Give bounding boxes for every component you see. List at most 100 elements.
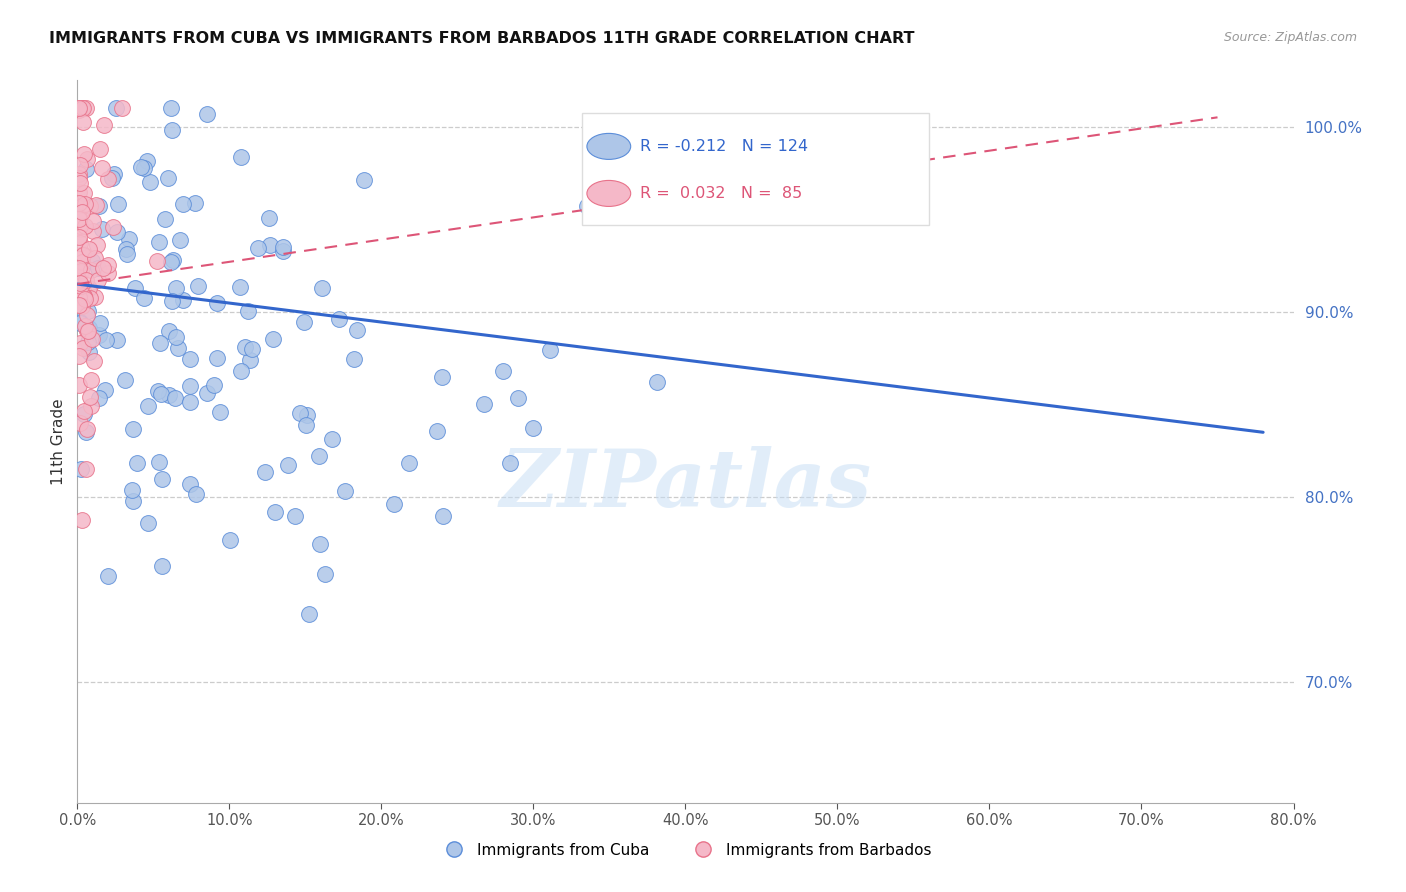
Point [89,317,111,331]
Point [69,315,91,329]
Circle shape [586,134,631,160]
Point [353,172,375,186]
Point [343,352,366,367]
Point [131,161,153,175]
Point [83,290,105,304]
Point [135,153,157,168]
Point [297,409,319,423]
Point [298,607,321,622]
Point [94,383,117,397]
Point [75,273,97,287]
Point [101,219,124,234]
Point [67,170,90,185]
Point [172,293,194,307]
Point [67,103,90,118]
Point [311,281,333,295]
Point [79,199,101,213]
Point [111,101,134,115]
Point [208,405,231,419]
Point [67,101,90,115]
Point [153,212,176,227]
Text: ZIPatlas: ZIPatlas [499,446,872,524]
Point [70,513,93,527]
Point [75,101,97,115]
Point [67,195,90,210]
Point [219,533,242,548]
Point [195,107,218,121]
Point [136,516,159,531]
Point [432,508,454,523]
Point [150,472,173,486]
Point [160,123,183,137]
Point [115,242,138,256]
Point [179,379,201,393]
Point [77,335,100,350]
Point [67,298,90,312]
Point [149,335,172,350]
Point [79,390,101,404]
Point [136,400,159,414]
Point [75,161,97,176]
Point [205,351,228,365]
Point [93,118,115,132]
Point [97,266,120,280]
Point [75,219,97,233]
Point [73,319,96,334]
Point [80,332,103,346]
Point [172,196,194,211]
Point [575,199,598,213]
Point [163,391,186,405]
Point [101,171,124,186]
Point [72,248,94,262]
Point [288,406,311,420]
Point [159,255,181,269]
Point [69,222,91,236]
Point [382,497,405,511]
Point [124,281,146,295]
Point [76,308,98,322]
Point [195,386,218,401]
Point [229,364,252,378]
Point [271,240,294,254]
Point [156,171,179,186]
Point [122,493,145,508]
Point [67,290,90,304]
Point [67,167,90,181]
Point [132,161,155,175]
Point [89,142,111,156]
Point [125,456,148,470]
Point [169,233,191,247]
Circle shape [586,180,631,206]
Point [162,252,184,267]
Point [492,364,515,378]
Point [114,372,136,386]
Point [150,559,173,574]
Point [73,293,96,307]
Point [94,333,117,347]
Point [73,290,96,304]
Point [187,279,209,293]
Point [69,277,91,291]
Point [87,391,110,405]
Point [72,407,94,421]
Point [262,332,284,346]
Point [292,314,315,328]
Point [104,101,127,115]
Point [69,236,91,251]
Point [179,351,201,366]
Point [271,244,294,258]
Point [67,349,90,363]
Point [148,455,170,469]
Point [67,377,90,392]
Point [499,457,522,471]
Point [647,376,669,390]
Point [70,278,93,293]
Point [80,399,103,413]
Point [165,329,187,343]
Point [72,341,94,355]
Point [426,424,449,438]
Point [139,176,162,190]
Point [87,260,110,275]
Point [346,323,368,337]
Point [76,324,98,338]
